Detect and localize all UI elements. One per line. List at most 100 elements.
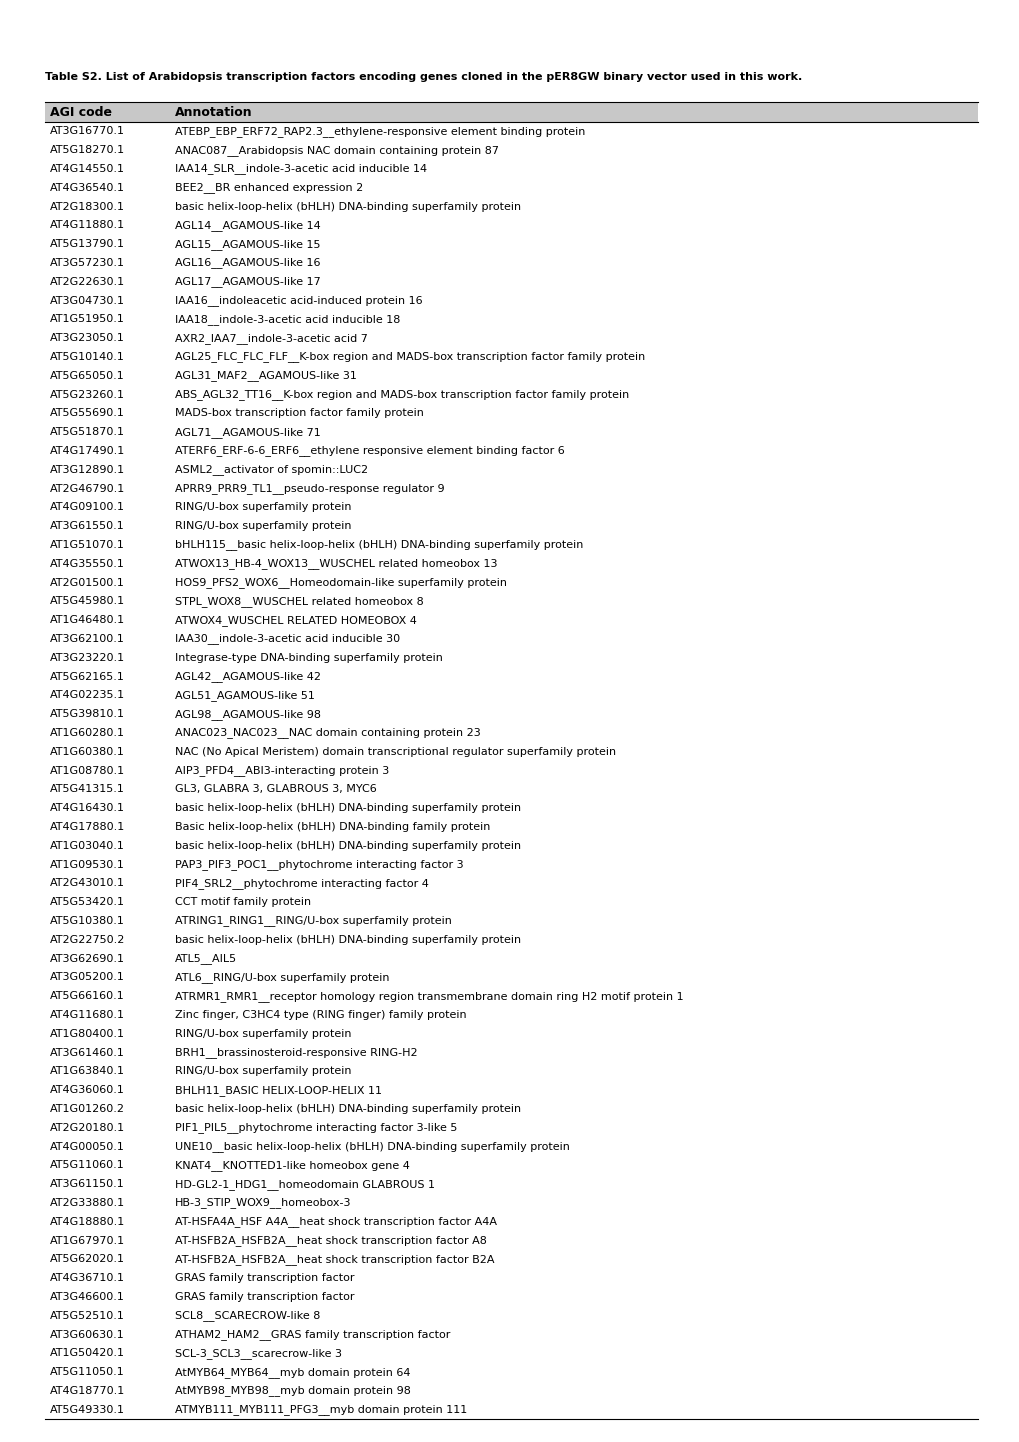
Text: AT5G13790.1: AT5G13790.1 (50, 239, 125, 249)
Text: AT5G52510.1: AT5G52510.1 (50, 1311, 124, 1321)
Text: AT5G23260.1: AT5G23260.1 (50, 389, 125, 399)
Bar (45, 254, 977, 273)
Text: RING/U-box superfamily protein: RING/U-box superfamily protein (175, 1028, 352, 1038)
Text: UNE10__basic helix-loop-helix (bHLH) DNA-binding superfamily protein: UNE10__basic helix-loop-helix (bHLH) DNA… (175, 1141, 570, 1152)
Text: AT2G22630.1: AT2G22630.1 (50, 277, 125, 287)
Text: AGL42__AGAMOUS-like 42: AGL42__AGAMOUS-like 42 (175, 671, 321, 682)
Bar (45, 497, 977, 516)
Text: PAP3_PIF3_POC1__phytochrome interacting factor 3: PAP3_PIF3_POC1__phytochrome interacting … (175, 859, 464, 870)
Text: AT3G23050.1: AT3G23050.1 (50, 333, 124, 343)
Text: AT3G60630.1: AT3G60630.1 (50, 1330, 124, 1340)
Text: IAA16__indoleacetic acid-induced protein 16: IAA16__indoleacetic acid-induced protein… (175, 296, 422, 306)
Text: AT1G67970.1: AT1G67970.1 (50, 1236, 125, 1246)
Bar (45, 668, 977, 686)
Text: ATRING1_RING1__RING/U-box superfamily protein: ATRING1_RING1__RING/U-box superfamily pr… (175, 916, 451, 926)
Text: AT-HSFB2A_HSFB2A__heat shock transcription factor A8: AT-HSFB2A_HSFB2A__heat shock transcripti… (175, 1236, 486, 1246)
Bar (45, 273, 977, 291)
Bar (45, 198, 977, 216)
Bar (45, 1288, 977, 1306)
Text: AT5G53420.1: AT5G53420.1 (50, 897, 125, 907)
Bar (45, 1194, 977, 1213)
Text: AT5G55690.1: AT5G55690.1 (50, 408, 124, 418)
Text: AtMYB98_MYB98__myb domain protein 98: AtMYB98_MYB98__myb domain protein 98 (175, 1386, 411, 1396)
Text: HOS9_PFS2_WOX6__Homeodomain-like superfamily protein: HOS9_PFS2_WOX6__Homeodomain-like superfa… (175, 577, 506, 588)
Text: AT5G45980.1: AT5G45980.1 (50, 597, 125, 607)
Text: ATRMR1_RMR1__receptor homology region transmembrane domain ring H2 motif protein: ATRMR1_RMR1__receptor homology region tr… (175, 991, 683, 1002)
Bar (45, 460, 977, 479)
Text: AT5G11060.1: AT5G11060.1 (50, 1161, 124, 1171)
Bar (45, 968, 977, 986)
Bar (45, 1100, 977, 1119)
Text: AT5G51870.1: AT5G51870.1 (50, 427, 125, 437)
Text: ANAC087__Arabidopsis NAC domain containing protein 87: ANAC087__Arabidopsis NAC domain containi… (175, 144, 498, 156)
Text: AT1G60280.1: AT1G60280.1 (50, 728, 125, 738)
Bar (45, 1175, 977, 1194)
Bar (45, 1213, 977, 1231)
Text: ABS_AGL32_TT16__K-box region and MADS-box transcription factor family protein: ABS_AGL32_TT16__K-box region and MADS-bo… (175, 389, 629, 399)
Bar (45, 1156, 977, 1175)
Bar (45, 761, 977, 780)
Bar (45, 611, 977, 630)
Text: AT4G02235.1: AT4G02235.1 (50, 691, 125, 701)
Text: basic helix-loop-helix (bHLH) DNA-binding superfamily protein: basic helix-loop-helix (bHLH) DNA-bindin… (175, 202, 521, 212)
Text: AT1G01260.2: AT1G01260.2 (50, 1105, 125, 1115)
Text: AT1G46480.1: AT1G46480.1 (50, 616, 125, 626)
Text: APRR9_PRR9_TL1__pseudo-response regulator 9: APRR9_PRR9_TL1__pseudo-response regulato… (175, 483, 444, 495)
Bar (45, 705, 977, 724)
Text: AXR2_IAA7__indole-3-acetic acid 7: AXR2_IAA7__indole-3-acetic acid 7 (175, 333, 368, 343)
Bar (45, 385, 977, 404)
Text: Table S2. List of Arabidopsis transcription factors encoding genes cloned in the: Table S2. List of Arabidopsis transcript… (45, 72, 802, 82)
Text: AGL51_AGAMOUS-like 51: AGL51_AGAMOUS-like 51 (175, 689, 315, 701)
Text: MADS-box transcription factor family protein: MADS-box transcription factor family pro… (175, 408, 424, 418)
Bar (45, 1231, 977, 1250)
Text: AT5G49330.1: AT5G49330.1 (50, 1405, 125, 1415)
Text: GRAS family transcription factor: GRAS family transcription factor (175, 1292, 355, 1302)
Text: ASML2__activator of spomin::LUC2: ASML2__activator of spomin::LUC2 (175, 464, 368, 476)
Text: ATEBP_EBP_ERF72_RAP2.3__ethylene-responsive element binding protein: ATEBP_EBP_ERF72_RAP2.3__ethylene-respons… (175, 125, 585, 137)
Text: AGL31_MAF2__AGAMOUS-like 31: AGL31_MAF2__AGAMOUS-like 31 (175, 371, 357, 381)
Bar (45, 1269, 977, 1288)
Text: SCL8__SCARECROW-like 8: SCL8__SCARECROW-like 8 (175, 1311, 320, 1321)
Text: AT2G46790.1: AT2G46790.1 (50, 483, 125, 493)
Bar (45, 516, 977, 535)
Text: KNAT4__KNOTTED1-like homeobox gene 4: KNAT4__KNOTTED1-like homeobox gene 4 (175, 1159, 410, 1171)
Text: IAA14_SLR__indole-3-acetic acid inducible 14: IAA14_SLR__indole-3-acetic acid inducibl… (175, 163, 427, 174)
Text: AT4G36060.1: AT4G36060.1 (50, 1086, 124, 1096)
Text: AT2G18300.1: AT2G18300.1 (50, 202, 125, 212)
Bar (45, 743, 977, 761)
Text: AT4G18880.1: AT4G18880.1 (50, 1217, 125, 1227)
Bar (45, 1381, 977, 1400)
Text: AT2G01500.1: AT2G01500.1 (50, 578, 124, 587)
Bar (45, 1138, 977, 1156)
Bar (45, 949, 977, 968)
Bar (45, 893, 977, 911)
Text: Zinc finger, C3HC4 type (RING finger) family protein: Zinc finger, C3HC4 type (RING finger) fa… (175, 1009, 466, 1019)
Bar (45, 1043, 977, 1061)
Text: ANAC023_NAC023__NAC domain containing protein 23: ANAC023_NAC023__NAC domain containing pr… (175, 728, 480, 738)
Bar (45, 1005, 977, 1024)
Bar (45, 216, 977, 235)
Bar (45, 1344, 977, 1363)
Text: STPL_WOX8__WUSCHEL related homeobox 8: STPL_WOX8__WUSCHEL related homeobox 8 (175, 596, 423, 607)
Bar (45, 930, 977, 949)
Text: AT3G05200.1: AT3G05200.1 (50, 972, 124, 982)
Text: AT1G08780.1: AT1G08780.1 (50, 766, 125, 776)
Text: AT5G10140.1: AT5G10140.1 (50, 352, 124, 362)
Text: AGL15__AGAMOUS-like 15: AGL15__AGAMOUS-like 15 (175, 239, 320, 249)
Text: AT3G61550.1: AT3G61550.1 (50, 521, 124, 531)
Text: ATMYB111_MYB111_PFG3__myb domain protein 111: ATMYB111_MYB111_PFG3__myb domain protein… (175, 1405, 467, 1415)
Text: basic helix-loop-helix (bHLH) DNA-binding superfamily protein: basic helix-loop-helix (bHLH) DNA-bindin… (175, 803, 521, 813)
Text: AT4G17880.1: AT4G17880.1 (50, 822, 125, 832)
Text: AT3G12890.1: AT3G12890.1 (50, 464, 125, 474)
Text: CCT motif family protein: CCT motif family protein (175, 897, 311, 907)
Bar (45, 441, 977, 460)
Bar (45, 799, 977, 818)
Bar (45, 348, 977, 366)
Text: AT3G46600.1: AT3G46600.1 (50, 1292, 124, 1302)
Bar (45, 179, 977, 198)
Text: AT5G62165.1: AT5G62165.1 (50, 672, 124, 682)
Text: HB-3_STIP_WOX9__homeobox-3: HB-3_STIP_WOX9__homeobox-3 (175, 1197, 352, 1208)
Text: PIF4_SRL2__phytochrome interacting factor 4: PIF4_SRL2__phytochrome interacting facto… (175, 878, 428, 888)
Text: AT3G61150.1: AT3G61150.1 (50, 1180, 124, 1190)
Text: AT4G17490.1: AT4G17490.1 (50, 446, 125, 456)
